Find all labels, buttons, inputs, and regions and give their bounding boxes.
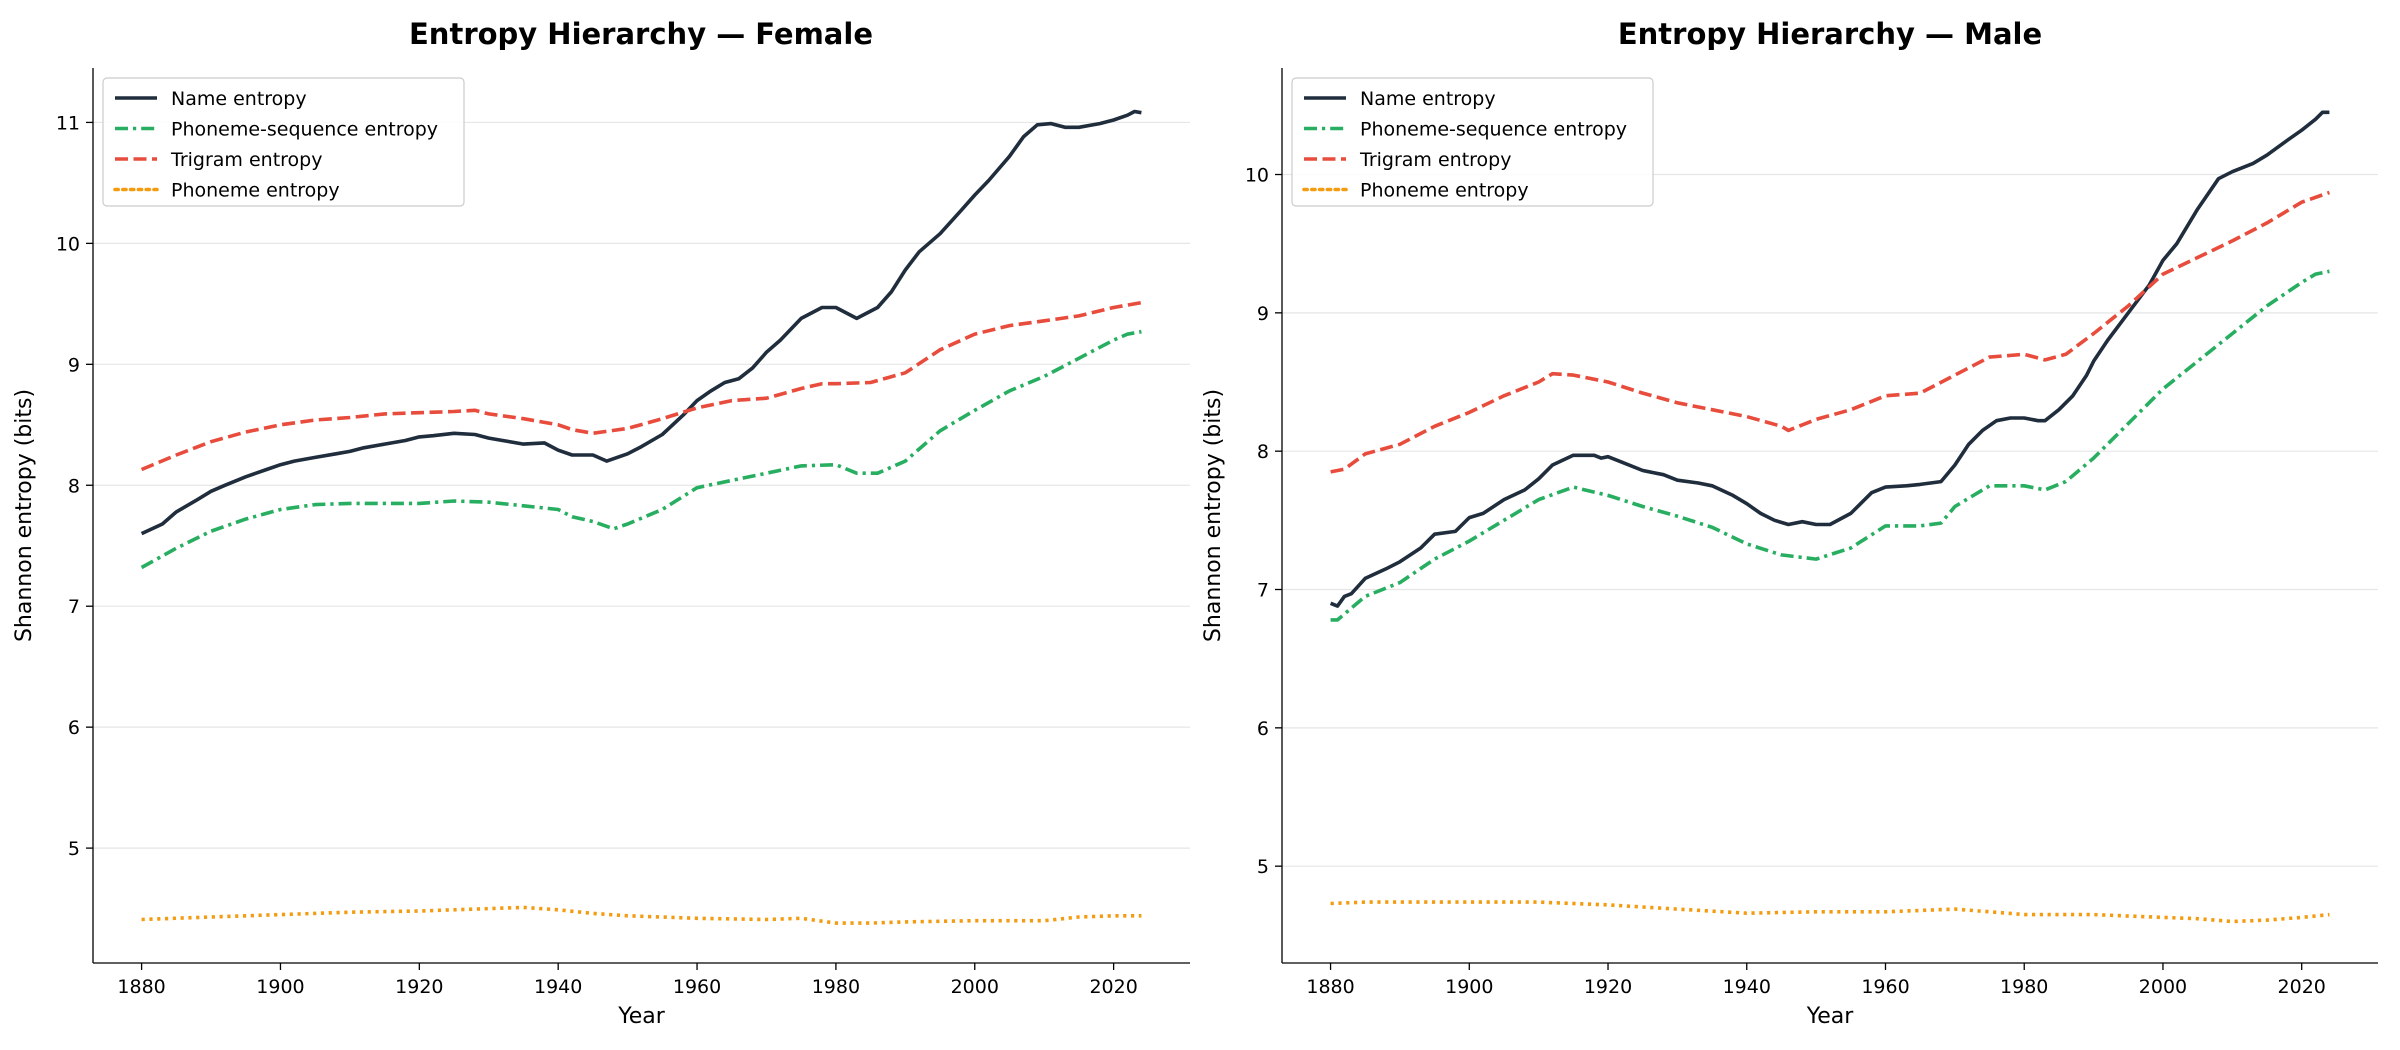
y-tick-label: 5 (68, 838, 80, 860)
legend-frame (1291, 77, 1654, 207)
y-axis-label: Shannon entropy (bits) (1201, 389, 1226, 642)
legend-entry: Trigram entropy (1359, 149, 1511, 171)
series-line-trigram-entropy (1330, 190, 2330, 474)
x-tick-label: 1940 (1723, 976, 1771, 998)
x-tick-label: 1900 (1445, 976, 1493, 998)
y-axis-label: Shannon entropy (bits) (12, 389, 37, 642)
legend-entry: Phoneme-sequence entropy (171, 119, 438, 141)
legend: Name entropy Phoneme-sequence entropy Trig… (1291, 77, 1654, 207)
y-tick-label: 6 (1257, 718, 1269, 740)
y-tick-label: 11 (56, 112, 80, 134)
chart-title: Entropy Hierarchy — Female (409, 17, 873, 51)
x-tick-label: 1960 (1861, 976, 1909, 998)
series-line-trigram-entropy (140, 300, 1142, 472)
legend-entry: Trigram entropy (170, 149, 322, 171)
series-line-name-entropy (1329, 110, 2330, 608)
series-line-phoneme-entropy (141, 905, 1142, 925)
x-tick-label: 1940 (534, 976, 582, 998)
y-tick-label: 9 (68, 354, 80, 376)
legend-entry: Phoneme entropy (171, 180, 340, 202)
y-tick-label: 9 (1257, 303, 1269, 325)
series-line-phoneme-sequence-entropy (140, 329, 1142, 570)
legend-frame (102, 77, 465, 207)
x-tick-label: 2000 (2139, 976, 2187, 998)
x-tick-label: 1960 (673, 976, 721, 998)
series-line-phoneme-entropy (1330, 900, 2330, 924)
x-axis-label: Year (617, 1004, 666, 1029)
x-tick-label: 1920 (395, 976, 443, 998)
x-tick-label: 2020 (1089, 976, 1137, 998)
series-line-phoneme-sequence-entropy (1330, 269, 2330, 622)
legend-entry: Phoneme-sequence entropy (1360, 119, 1627, 141)
x-tick-label: 2020 (2278, 976, 2326, 998)
x-tick-label: 1880 (117, 976, 165, 998)
x-tick-label: 2000 (951, 976, 999, 998)
chart-panel-male: 1880 1900 1920 1940 1960 1980 2000 2020 5 6 7 8 9 10 E… (1201, 17, 2378, 1029)
y-tick-label: 7 (68, 596, 80, 618)
y-tick-label: 8 (1257, 441, 1269, 463)
y-tick-label: 6 (68, 717, 80, 739)
x-tick-label: 1980 (812, 976, 860, 998)
series-line-name-entropy (140, 109, 1142, 536)
y-tick-label: 5 (1257, 856, 1269, 878)
x-axis-label: Year (1806, 1004, 1855, 1029)
x-tick-label: 1900 (256, 976, 304, 998)
legend-entry: Phoneme entropy (1360, 180, 1529, 202)
chart-title: Entropy Hierarchy — Male (1618, 17, 2042, 51)
chart-panel-female: 1880 1900 1920 1940 1960 1980 2000 2020 5 6 7 8 9 10 1… (12, 17, 1190, 1029)
legend: Name entropy Phoneme-sequence entropy Trig… (102, 77, 465, 207)
x-tick-label: 1920 (1584, 976, 1632, 998)
legend-entry: Name entropy (171, 88, 307, 110)
legend-entry: Name entropy (1360, 88, 1496, 110)
y-tick-label: 7 (1257, 580, 1269, 602)
y-tick-label: 8 (68, 475, 80, 497)
y-tick-label: 10 (56, 233, 80, 255)
x-tick-label: 1980 (2000, 976, 2048, 998)
y-tick-label: 10 (1245, 165, 1269, 187)
x-tick-label: 1880 (1306, 976, 1354, 998)
